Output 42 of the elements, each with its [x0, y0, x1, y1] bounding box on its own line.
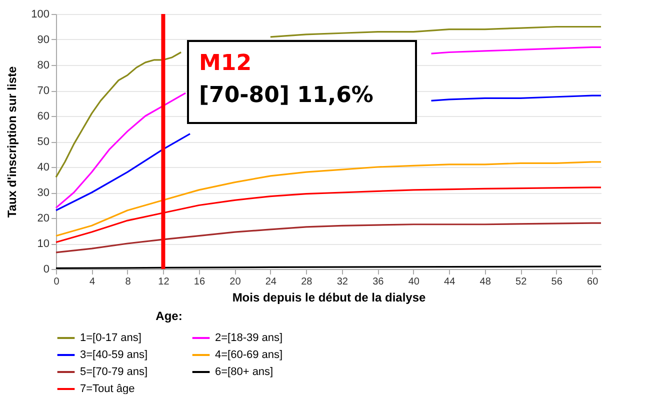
- x-tick-label: 24: [265, 276, 277, 288]
- x-tick-label: 60: [587, 276, 599, 288]
- x-tick-label: 20: [230, 276, 242, 288]
- note-box: M12 [70-80] 11,6%: [187, 40, 417, 124]
- legend-title: Age:: [156, 309, 182, 323]
- y-tick-label: 100: [31, 8, 50, 20]
- line-series: [55, 222, 602, 254]
- legend-label: 1=[0-17 ans]: [80, 332, 142, 344]
- legend-label: 6=[80+ ans]: [215, 366, 274, 378]
- y-tick-label: 70: [37, 85, 50, 97]
- legend-label: 7=Tout âge: [80, 383, 135, 395]
- line-series: [55, 161, 602, 237]
- y-tick-label: 60: [37, 110, 50, 122]
- x-tick-label: 48: [480, 276, 492, 288]
- y-tick-label: 20: [37, 212, 50, 224]
- x-tick-label: 52: [516, 276, 528, 288]
- legend-label: 5=[70-79 ans]: [80, 366, 148, 378]
- y-tick-label: 50: [37, 136, 50, 148]
- x-tick-label: 40: [408, 276, 420, 288]
- annotation: [70-80] 11,6%: [199, 82, 374, 110]
- x-tick-label: 8: [125, 276, 132, 288]
- y-tick-label: 10: [37, 238, 50, 250]
- x-tick-label: 44: [444, 276, 456, 288]
- x-tick-label: 4: [89, 276, 96, 288]
- x-tick-label: 16: [194, 276, 206, 288]
- y-tick-label: 30: [37, 187, 50, 199]
- x-tick-label: 0: [54, 276, 60, 288]
- y-axis-title: Taux d'inscription sur liste: [5, 66, 20, 218]
- legend-label: 2=[18-39 ans]: [215, 332, 283, 344]
- x-tick-label: 56: [551, 276, 563, 288]
- x-tick-label: 12: [158, 276, 170, 288]
- x-tick-label: 32: [336, 276, 348, 288]
- y-tick-label: 0: [43, 264, 50, 276]
- x-tick-label: 36: [372, 276, 384, 288]
- y-tick-label: 40: [37, 162, 50, 174]
- y-tick-label: 80: [37, 60, 50, 72]
- x-tick-label: 28: [301, 276, 313, 288]
- x-axis-title: Mois depuis le début de la dialyse: [232, 290, 426, 304]
- ref-line-label: M12: [199, 50, 253, 78]
- y-tick-label: 90: [37, 34, 50, 46]
- legend-label: 4=[60-69 ans]: [215, 349, 283, 361]
- legend-label: 3=[40-59 ans]: [80, 349, 148, 361]
